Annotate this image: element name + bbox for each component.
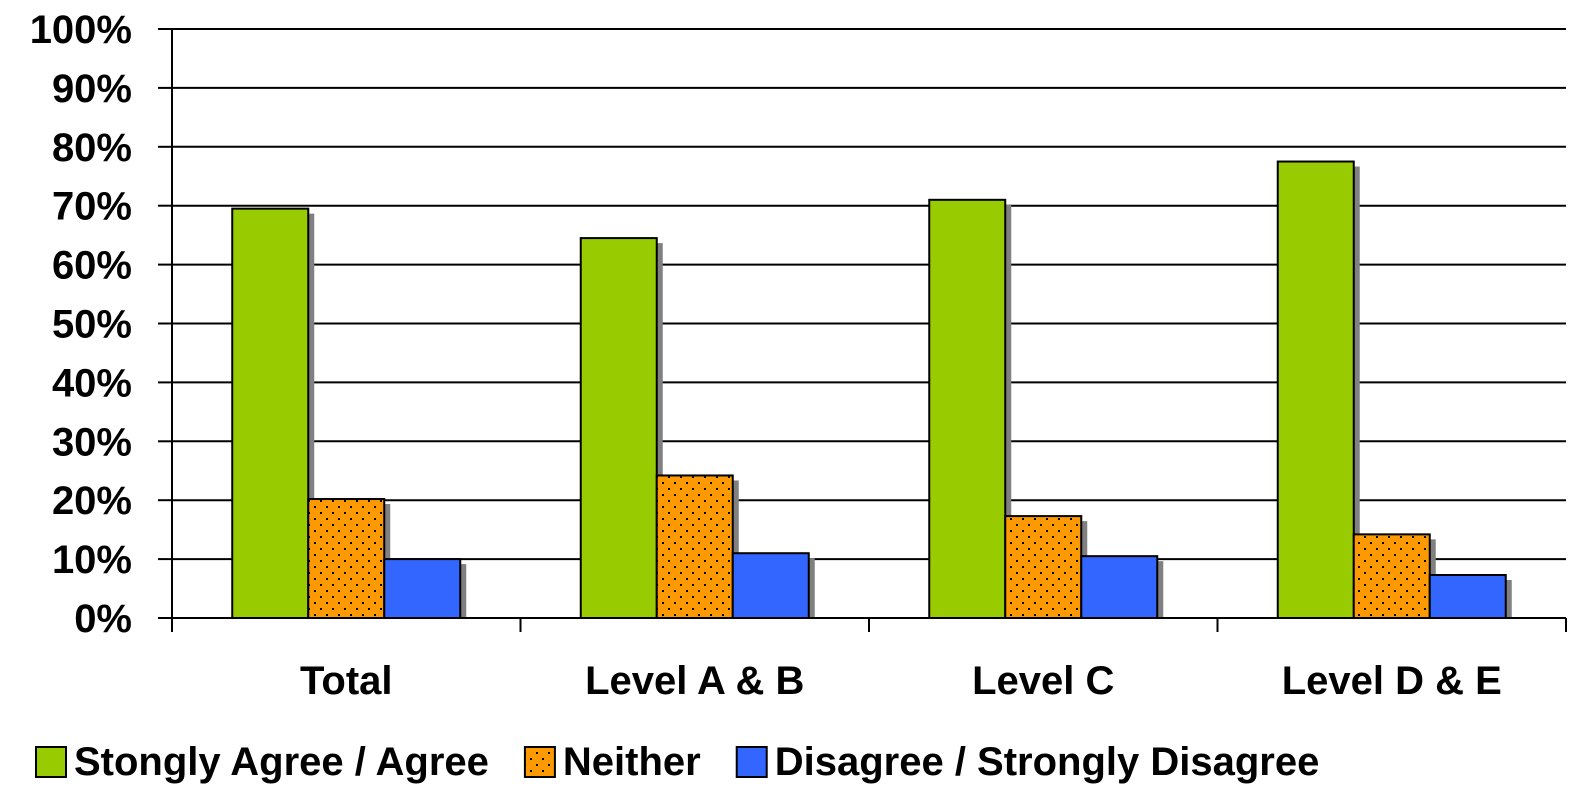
axes	[158, 28, 1567, 632]
legend-label: Neither	[563, 740, 701, 784]
bar-disagree	[1428, 574, 1507, 619]
y-tick-label: 80%	[52, 126, 132, 170]
bar-agree	[231, 207, 310, 620]
y-tick-label: 100%	[30, 8, 132, 52]
y-tick-label: 60%	[52, 244, 132, 288]
x-category-label: Level D & E	[1282, 659, 1502, 703]
y-tick-label: 40%	[52, 361, 132, 405]
bar-agree	[1276, 160, 1355, 619]
y-tick-label: 0%	[74, 597, 132, 641]
bar-neither	[1352, 533, 1431, 619]
bar-agree	[928, 198, 1007, 619]
bar-disagree	[1080, 555, 1159, 620]
legend-swatch	[523, 746, 556, 778]
x-category-labels: Total Level A & B Level C Level D & E	[300, 659, 1502, 703]
legend-swatch	[35, 746, 67, 778]
y-tick-labels: 0% 10% 20% 30% 40% 50% 60% 70% 80% 90% 100%	[30, 8, 132, 641]
y-tick-label: 50%	[52, 303, 132, 347]
legend-label: Stongly Agree / Agree	[74, 740, 489, 784]
legend-label: Disagree / Strongly Disagree	[775, 740, 1320, 784]
bar-disagree	[383, 558, 462, 619]
bar-neither	[1004, 515, 1083, 620]
bars	[231, 160, 1507, 620]
gridlines	[172, 28, 1566, 561]
y-tick-label: 20%	[52, 479, 132, 523]
y-tick-label: 70%	[52, 185, 132, 229]
y-tick-label: 90%	[52, 67, 132, 111]
legend-swatch	[735, 746, 768, 778]
y-tick-label: 30%	[52, 420, 132, 464]
bar-neither	[655, 474, 734, 619]
x-category-label: Level A & B	[585, 659, 804, 703]
bar-disagree	[731, 552, 810, 620]
x-category-label: Level C	[972, 659, 1114, 703]
bar-agree	[579, 237, 658, 619]
y-tick-label: 10%	[52, 538, 132, 582]
legend: Stongly Agree / Agree Neither Disagree / S…	[35, 740, 1320, 784]
x-category-label: Total	[300, 659, 393, 703]
bar-neither	[307, 498, 386, 619]
